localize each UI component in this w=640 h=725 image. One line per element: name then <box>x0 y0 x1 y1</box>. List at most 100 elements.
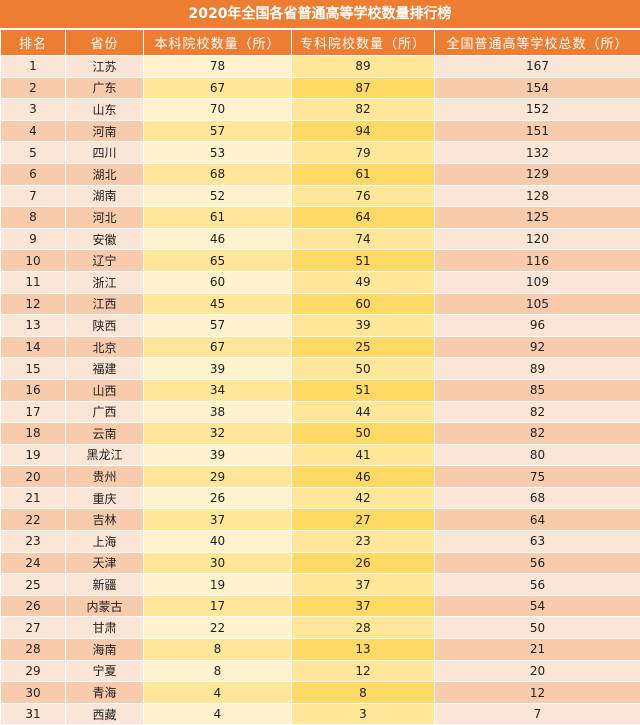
rank-cell: 25 <box>1 574 66 596</box>
rank-cell: 23 <box>1 531 66 553</box>
rank-cell: 31 <box>1 703 66 725</box>
province-cell: 新疆 <box>66 574 144 596</box>
province-cell: 海南 <box>66 639 144 661</box>
total-count-cell: 63 <box>435 531 640 553</box>
vocational-count-cell: 27 <box>292 509 435 531</box>
undergraduate-count-cell: 4 <box>144 682 292 704</box>
undergraduate-count-cell: 61 <box>144 207 292 229</box>
header-vocational: 专科院校数量（所） <box>292 30 435 56</box>
province-cell: 西藏 <box>66 703 144 725</box>
rank-cell: 18 <box>1 423 66 445</box>
province-cell: 山东 <box>66 99 144 121</box>
vocational-count-cell: 44 <box>292 401 435 423</box>
rank-cell: 15 <box>1 358 66 380</box>
rank-cell: 3 <box>1 99 66 121</box>
undergraduate-count-cell: 26 <box>144 487 292 509</box>
undergraduate-count-cell: 17 <box>144 595 292 617</box>
province-cell: 安徽 <box>66 228 144 250</box>
total-count-cell: 109 <box>435 271 640 293</box>
vocational-count-cell: 37 <box>292 574 435 596</box>
province-cell: 青海 <box>66 682 144 704</box>
vocational-count-cell: 82 <box>292 99 435 121</box>
rank-cell: 14 <box>1 336 66 358</box>
table-title: 2020年全国各省普通高等学校数量排行榜 <box>0 0 640 29</box>
total-count-cell: 20 <box>435 660 640 682</box>
total-count-cell: 96 <box>435 315 640 337</box>
province-cell: 福建 <box>66 358 144 380</box>
total-count-cell: 82 <box>435 423 640 445</box>
undergraduate-count-cell: 39 <box>144 358 292 380</box>
undergraduate-count-cell: 19 <box>144 574 292 596</box>
total-count-cell: 82 <box>435 401 640 423</box>
total-count-cell: 116 <box>435 250 640 272</box>
vocational-count-cell: 94 <box>292 120 435 142</box>
province-cell: 宁夏 <box>66 660 144 682</box>
province-cell: 贵州 <box>66 466 144 488</box>
total-count-cell: 128 <box>435 185 640 207</box>
total-count-cell: 7 <box>435 703 640 725</box>
province-cell: 内蒙古 <box>66 595 144 617</box>
rank-cell: 2 <box>1 77 66 99</box>
undergraduate-count-cell: 40 <box>144 531 292 553</box>
rank-cell: 5 <box>1 142 66 164</box>
rank-cell: 11 <box>1 271 66 293</box>
undergraduate-count-cell: 29 <box>144 466 292 488</box>
rank-cell: 17 <box>1 401 66 423</box>
header-province: 省份 <box>66 30 144 56</box>
province-cell: 河北 <box>66 207 144 229</box>
total-count-cell: 54 <box>435 595 640 617</box>
undergraduate-count-cell: 57 <box>144 120 292 142</box>
province-cell: 天津 <box>66 552 144 574</box>
total-count-cell: 85 <box>435 379 640 401</box>
rank-cell: 9 <box>1 228 66 250</box>
total-count-cell: 89 <box>435 358 640 380</box>
undergraduate-count-cell: 60 <box>144 271 292 293</box>
vocational-count-cell: 49 <box>292 271 435 293</box>
vocational-count-cell: 60 <box>292 293 435 315</box>
vocational-count-cell: 25 <box>292 336 435 358</box>
undergraduate-count-cell: 39 <box>144 444 292 466</box>
vocational-count-cell: 23 <box>292 531 435 553</box>
total-count-cell: 125 <box>435 207 640 229</box>
undergraduate-count-cell: 78 <box>144 56 292 78</box>
rank-cell: 1 <box>1 56 66 78</box>
vocational-count-cell: 46 <box>292 466 435 488</box>
undergraduate-count-cell: 45 <box>144 293 292 315</box>
province-cell: 辽宁 <box>66 250 144 272</box>
province-cell: 陕西 <box>66 315 144 337</box>
province-cell: 河南 <box>66 120 144 142</box>
rank-cell: 20 <box>1 466 66 488</box>
rank-cell: 24 <box>1 552 66 574</box>
vocational-count-cell: 89 <box>292 56 435 78</box>
total-count-cell: 50 <box>435 617 640 639</box>
undergraduate-count-cell: 52 <box>144 185 292 207</box>
rank-cell: 12 <box>1 293 66 315</box>
total-count-cell: 68 <box>435 487 640 509</box>
total-count-cell: 167 <box>435 56 640 78</box>
rank-cell: 26 <box>1 595 66 617</box>
total-count-cell: 120 <box>435 228 640 250</box>
total-count-cell: 105 <box>435 293 640 315</box>
header-rank: 排名 <box>1 30 66 56</box>
province-cell: 湖南 <box>66 185 144 207</box>
total-count-cell: 151 <box>435 120 640 142</box>
vocational-count-cell: 42 <box>292 487 435 509</box>
rank-cell: 8 <box>1 207 66 229</box>
vocational-count-cell: 41 <box>292 444 435 466</box>
rank-cell: 30 <box>1 682 66 704</box>
